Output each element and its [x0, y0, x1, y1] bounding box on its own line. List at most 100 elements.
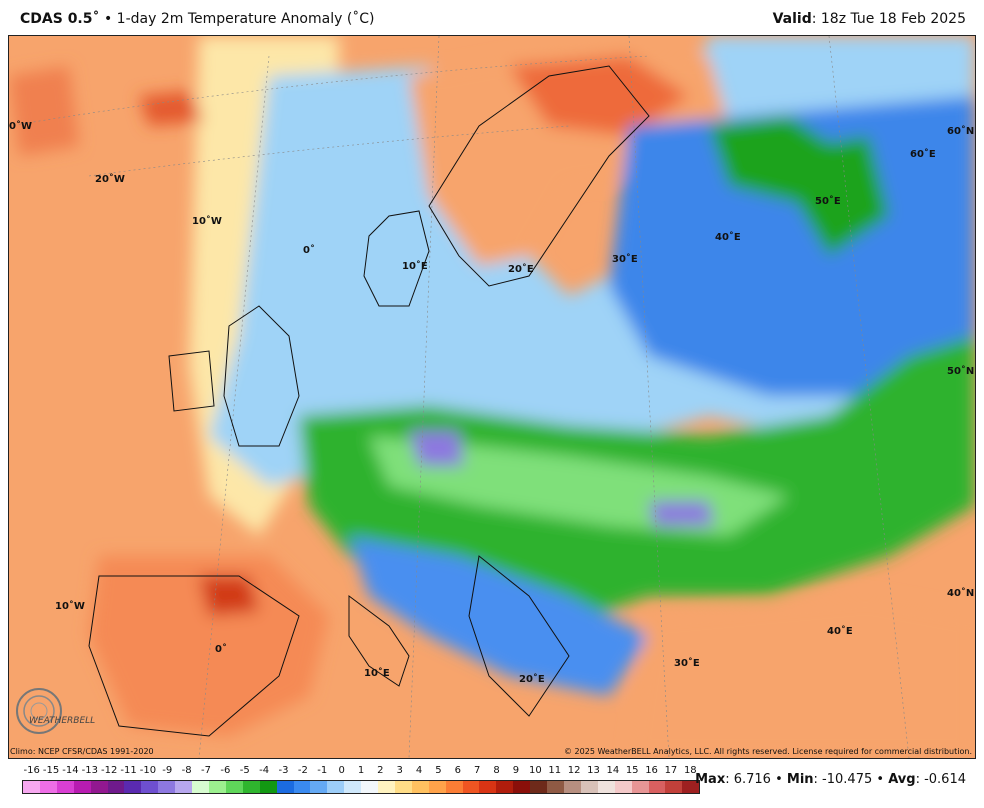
weatherbell-logo-icon — [16, 688, 62, 734]
colorbar-swatch — [462, 781, 480, 793]
colorbar-tick-label: -16 — [23, 765, 40, 776]
colorbar-swatch — [597, 781, 615, 793]
colorbar-tick-label: -9 — [162, 765, 173, 776]
hot-lapland-field — [509, 56, 689, 136]
colorbar-swatch — [242, 781, 260, 793]
colorbar-swatch — [580, 781, 598, 793]
colorbar-swatch — [276, 781, 294, 793]
stats-separator: • — [872, 772, 889, 787]
colorbar-tick-label: 14 — [606, 765, 620, 776]
colorbar-tick-label: 9 — [512, 765, 520, 776]
colorbar-swatch — [428, 781, 446, 793]
lon-label: 0˚W — [9, 121, 32, 132]
colorbar-swatch — [327, 781, 345, 793]
colorbar-tick-label: 17 — [664, 765, 678, 776]
colorbar-swatch — [530, 781, 548, 793]
colorbar-tick-label: 18 — [683, 765, 697, 776]
colorbar-tick-label: 12 — [567, 765, 581, 776]
map-canvas — [9, 36, 975, 758]
lon-label: 10˚W — [55, 601, 85, 612]
coast-italy — [348, 595, 410, 687]
graticule — [9, 36, 910, 758]
valid-time: Valid: 18z Tue 18 Feb 2025 — [773, 10, 966, 28]
colorbar-swatch — [56, 781, 74, 793]
lon-label: 20˚E — [508, 264, 534, 275]
colorbar — [22, 780, 700, 794]
valid-value: : 18z Tue 18 Feb 2025 — [811, 11, 966, 27]
colorbar-swatch — [192, 781, 209, 793]
colorbar-tick-label: -3 — [278, 765, 289, 776]
colorbar-tick-label: -10 — [139, 765, 157, 776]
coast-balkans — [468, 555, 570, 717]
colorbar-swatch — [73, 781, 91, 793]
colorbar-tick-label: 8 — [493, 765, 500, 776]
colorbar-swatch — [411, 781, 429, 793]
colorbar-tick-label: 0 — [338, 765, 345, 776]
lon-label: 10˚W — [192, 216, 222, 227]
max-label: Max — [695, 772, 726, 787]
copyright-notice: © 2025 WeatherBELL Analytics, LLC. All r… — [564, 747, 972, 756]
colorbar-swatch — [614, 781, 632, 793]
colorbar-tick-label: 10 — [528, 765, 542, 776]
colorbar-swatch — [259, 781, 277, 793]
colorbar-tick-label: 1 — [357, 765, 365, 776]
colorbar-swatch — [394, 781, 412, 793]
avg-label: Avg — [888, 772, 916, 787]
colorbar-swatch — [631, 781, 649, 793]
lon-label: 40˚E — [827, 626, 853, 637]
lat-label: 60˚N — [947, 126, 975, 137]
anomaly-map[interactable]: 0˚W 20˚W 10˚W 0˚ 10˚E 20˚E 30˚E 40˚E 50˚… — [8, 35, 976, 759]
colorbar-swatch — [445, 781, 463, 793]
coastlines — [88, 65, 650, 737]
colorbar-swatch — [141, 781, 159, 793]
coast-iberia — [88, 575, 300, 737]
coast-ireland — [168, 350, 215, 412]
colorbar-swatch — [158, 781, 176, 793]
lat-label: 40˚N — [947, 588, 975, 599]
max-value: : 6.716 — [725, 772, 771, 787]
colorbar-swatch — [479, 781, 497, 793]
colorbar-tick-label: -8 — [181, 765, 192, 776]
product-name: CDAS 0.5˚ — [20, 11, 100, 27]
colorbar-ticks: -16 -15 -14 -13 -12 -11 -10 -9 -8 -7 -6 -5 -4 -3 -2 -1 0… — [22, 765, 700, 777]
logo-text: WEATHERBELL — [29, 716, 96, 726]
colorbar-tick-label: 13 — [587, 765, 600, 776]
lon-label: 10˚E — [402, 261, 428, 272]
valid-label: Valid — [772, 11, 812, 27]
very-cold-russia-east — [799, 136, 889, 256]
colorbar-swatch — [23, 781, 40, 793]
colorbar-tick-label: 2 — [377, 765, 384, 776]
avg-value: : -0.614 — [915, 772, 966, 787]
colorbar-swatch — [648, 781, 666, 793]
cold-russia-field — [609, 96, 975, 396]
climo-credit: Climo: NCEP CFSR/CDAS 1991-2020 — [10, 747, 154, 756]
lon-label: 0˚ — [303, 245, 315, 256]
colorbar-swatch — [361, 781, 379, 793]
colorbar-tick-label: 4 — [415, 765, 423, 776]
colorbar-tick-label: -12 — [100, 765, 118, 776]
colorbar-tick-label: 16 — [645, 765, 658, 776]
cold-balkans-field — [349, 536, 649, 696]
colorbar-swatch — [39, 781, 57, 793]
colorbar-swatch — [547, 781, 564, 793]
lon-label: 40˚E — [715, 232, 741, 243]
colorbar-tick-label: 11 — [548, 765, 562, 776]
hot-atlantic-spot — [139, 91, 204, 126]
colorbar-tick-label: -13 — [81, 765, 98, 776]
colorbar-swatch — [682, 781, 700, 793]
colorbar-swatch — [107, 781, 125, 793]
lon-label: 20˚W — [95, 174, 125, 185]
colorbar-swatch — [310, 781, 328, 793]
colorbar-tick-label: 3 — [396, 765, 403, 776]
colorbar-swatch — [564, 781, 581, 793]
map-title: 1-day 2m Temperature Anomaly (˚C) — [116, 11, 375, 27]
warm-turkey-field — [629, 596, 975, 758]
warm-iberia-field — [89, 556, 329, 736]
coast-norway-south — [363, 210, 430, 307]
map-stats: Max: 6.716 • Min: -10.475 • Avg: -0.614 — [695, 772, 966, 787]
colorbar-swatch — [496, 781, 514, 793]
hot-pyrenees-field — [199, 576, 259, 616]
colorbar-tick-label: 7 — [474, 765, 481, 776]
lat-label: 50˚N — [947, 366, 975, 377]
colorbar-tick-label: -5 — [239, 765, 250, 776]
